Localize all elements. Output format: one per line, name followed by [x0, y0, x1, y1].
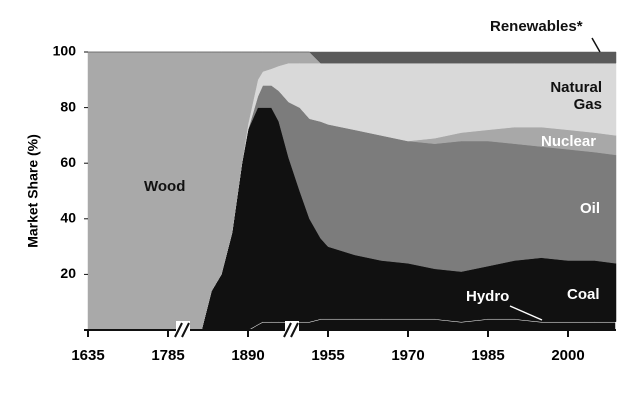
x-tick-label: 1985: [471, 347, 504, 364]
x-tick-label: 1785: [151, 347, 184, 364]
y-tick-label: 20: [60, 265, 76, 281]
y-tick-label: 100: [53, 43, 77, 59]
axis-break: [174, 322, 183, 338]
series-label: Oil: [580, 200, 601, 217]
series-label: Hydro: [466, 288, 510, 305]
series-label: Natural Gas: [550, 79, 602, 113]
series-label: Coal: [567, 286, 600, 303]
series-label: Wood: [144, 178, 186, 195]
x-tick-label: 1890: [231, 347, 264, 364]
axis-break: [290, 322, 299, 338]
x-tick-label: 1970: [391, 347, 424, 364]
pointer: [591, 37, 601, 53]
x-tick-label: 1955: [311, 347, 344, 364]
axis-break-gap: [176, 321, 190, 339]
series-label: Renewables*: [490, 18, 583, 35]
y-axis-label: Market Share (%): [25, 134, 41, 248]
series-label: Nuclear: [541, 133, 597, 150]
axis-break-gap: [285, 321, 299, 339]
y-tick-label: 60: [60, 154, 76, 170]
x-tick-label: 1635: [71, 347, 104, 364]
pointer: [509, 305, 543, 321]
areas: [87, 51, 617, 331]
x-tick-label: 2000: [551, 347, 584, 364]
area: [88, 51, 617, 64]
y-tick-label: 80: [60, 98, 76, 114]
y-tick-label: 40: [60, 210, 76, 226]
axis-break: [283, 322, 292, 338]
axis-break: [181, 322, 190, 338]
